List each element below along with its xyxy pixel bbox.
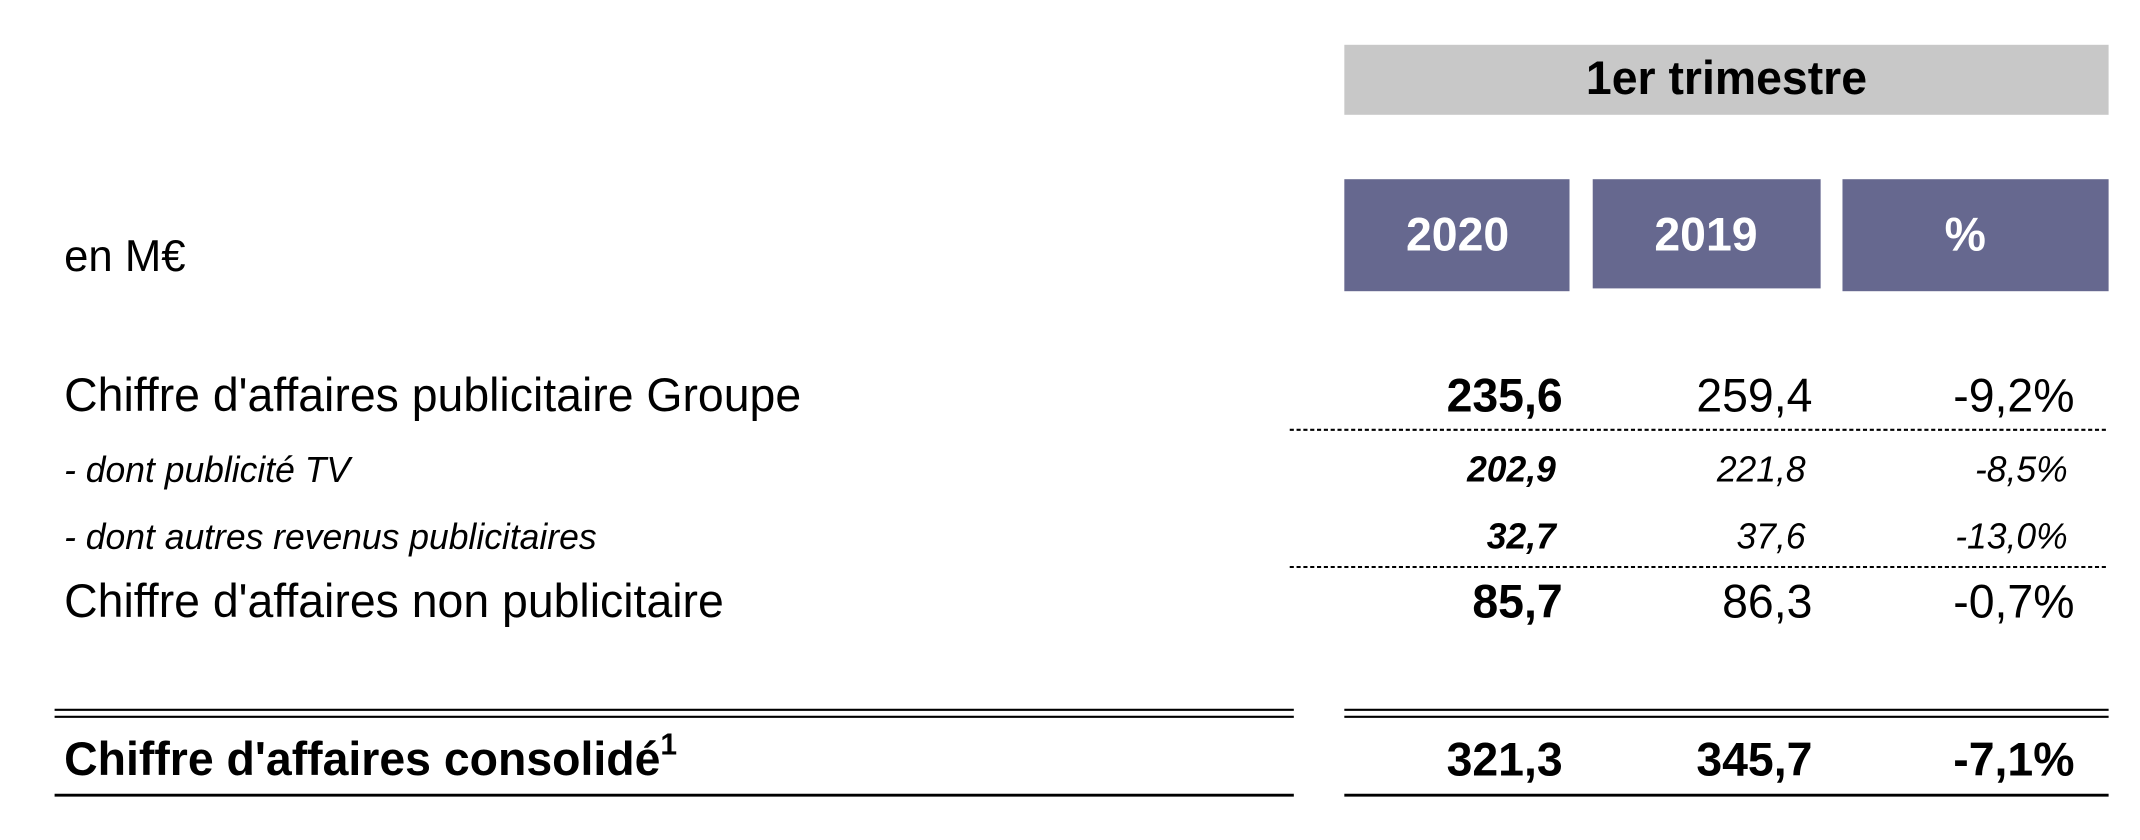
column-header-bg [1592,179,1821,289]
cell-value: -13,0% [1955,515,2067,557]
row-label-text: Chiffre d'affaires publicitaire Groupe [64,368,801,422]
row-label: Chiffre d'affaires consolidé1 [64,727,677,786]
cell-value: -7,1% [1953,732,2074,786]
cell-value: 345,7 [1696,732,1812,786]
unit-label: en M€ [64,231,185,281]
row-label: - dont autres revenus publicitaires [64,515,596,557]
cell-value: 221,8 [1716,448,1806,490]
column-header-bg [1344,179,1570,292]
cell-value: -9,2% [1953,368,2074,422]
cell-value: 85,7 [1472,574,1562,628]
row-label-text: Chiffre d'affaires non publicitaire [64,574,724,628]
period-header: 1er trimestre [1586,50,1867,104]
row-label-text: Chiffre d'affaires consolidé [64,732,660,786]
period-header-bg [1344,44,2109,115]
column-header-bg [1842,179,2109,292]
row-label: Chiffre d'affaires publicitaire Groupe [64,368,801,422]
cell-value: 235,6 [1447,368,1563,422]
cell-value: 202,9 [1466,448,1556,490]
cell-value: -8,5% [1975,448,2068,490]
cell-value: 321,3 [1447,732,1563,786]
cell-value: 37,6 [1737,515,1806,557]
column-header: 2020 [1406,207,1509,261]
cell-value: 86,3 [1722,574,1812,628]
column-header: % [1945,207,1986,261]
footnote-mark: 1 [660,727,677,761]
cell-value: 259,4 [1696,368,1812,422]
cell-value: 32,7 [1487,515,1558,557]
row-label: Chiffre d'affaires non publicitaire [64,574,724,628]
row-label-text: - dont publicité TV [64,448,353,490]
column-header: 2019 [1654,207,1757,261]
cell-value: -0,7% [1953,574,2074,628]
row-label: - dont publicité TV [64,448,353,490]
row-label-text: - dont autres revenus publicitaires [64,515,596,557]
